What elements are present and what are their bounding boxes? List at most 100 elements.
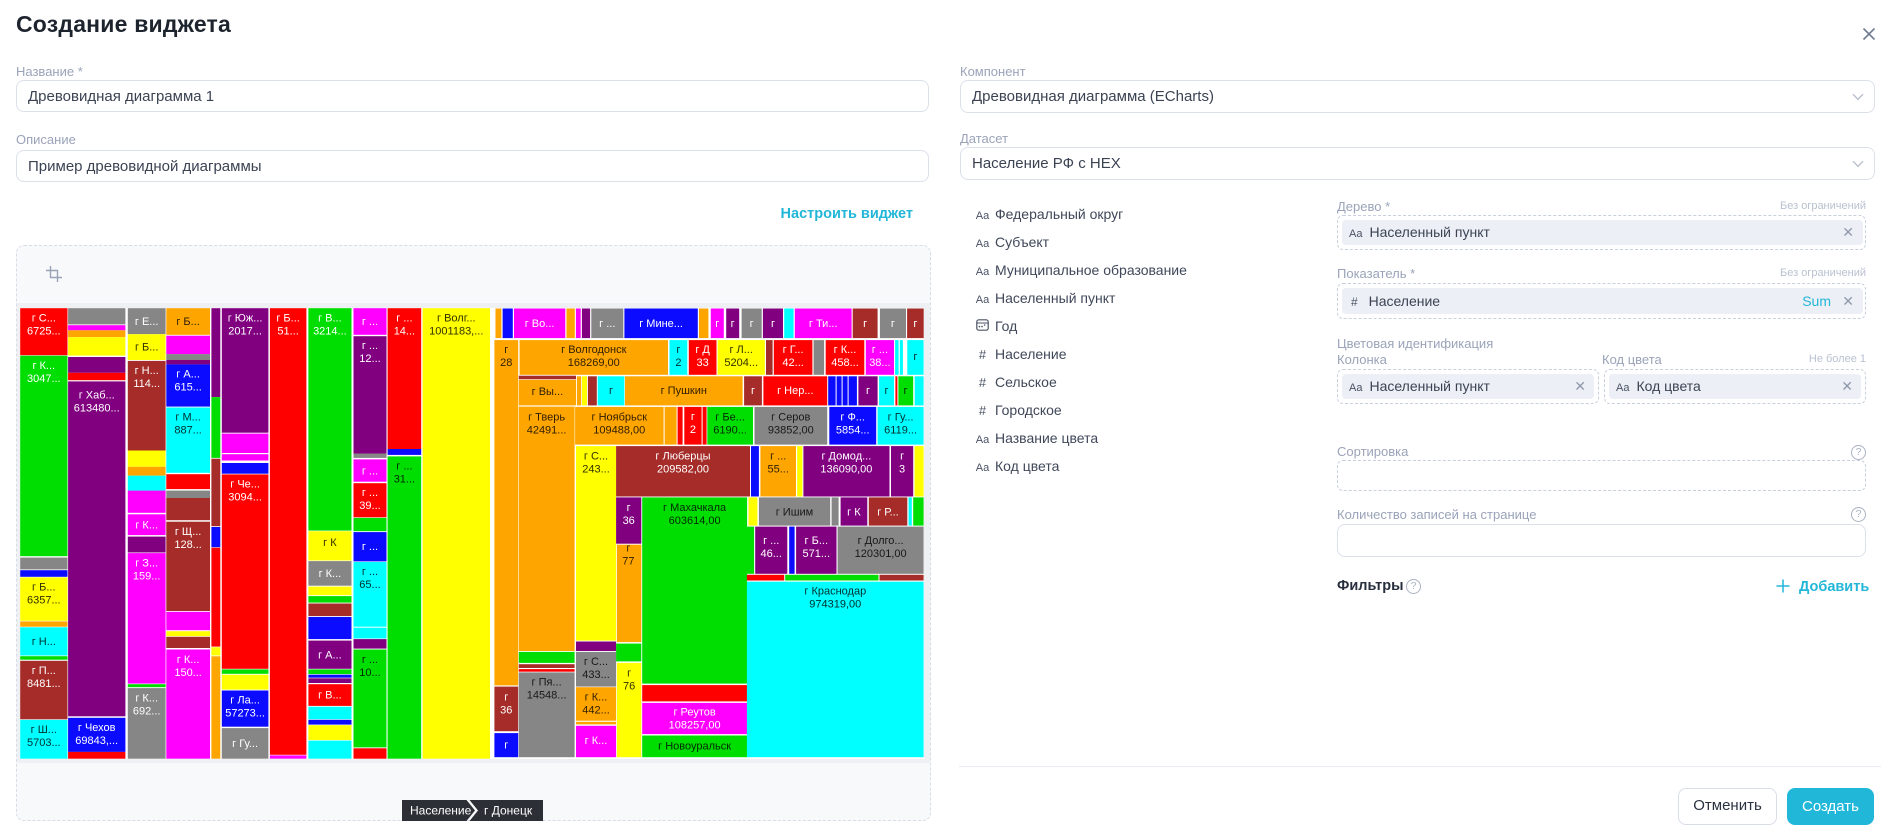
svg-text:159...: 159... — [133, 570, 161, 582]
svg-text:г Г...: г Г... — [783, 344, 804, 356]
svg-text:г Р...: г Р... — [878, 506, 900, 518]
svg-text:г Пушкин: г Пушкин — [661, 385, 707, 397]
svg-text:65...: 65... — [360, 579, 381, 591]
svg-text:г Ти...: г Ти... — [809, 318, 838, 330]
svg-text:г: г — [750, 318, 754, 330]
svg-text:г К...: г К... — [585, 735, 608, 747]
svg-text:5204...: 5204... — [725, 357, 759, 369]
svg-text:6725...: 6725... — [27, 325, 61, 337]
svg-text:г К...: г К... — [585, 691, 608, 703]
svg-text:г Юж...: г Юж... — [228, 312, 263, 324]
svg-text:г К...: г К... — [33, 360, 56, 372]
svg-text:76: 76 — [623, 680, 635, 692]
svg-text:г К...: г К... — [136, 519, 159, 531]
svg-text:243...: 243... — [583, 463, 611, 475]
svg-text:57273...: 57273... — [226, 707, 266, 719]
svg-text:г Б...: г Б... — [805, 535, 828, 547]
svg-text:93852,00: 93852,00 — [768, 424, 814, 436]
svg-text:433...: 433... — [583, 669, 611, 681]
svg-text:г Донецк: г Донецк — [484, 804, 533, 818]
svg-text:г: г — [914, 351, 918, 363]
svg-text:г: г — [863, 318, 867, 330]
svg-text:36: 36 — [501, 704, 513, 716]
svg-text:42...: 42... — [783, 357, 804, 369]
svg-text:150...: 150... — [175, 667, 203, 679]
svg-text:38...: 38... — [870, 357, 891, 369]
svg-text:3047...: 3047... — [27, 373, 61, 385]
svg-text:г В...: г В... — [319, 312, 343, 324]
svg-text:г Гу...: г Гу... — [888, 411, 914, 423]
svg-text:5854...: 5854... — [836, 424, 870, 436]
svg-text:г ...: г ... — [397, 460, 413, 472]
svg-text:г В...: г В... — [319, 689, 343, 701]
svg-text:г Е...: г Е... — [135, 316, 159, 328]
svg-text:г: г — [691, 411, 695, 423]
svg-text:г Чехов: г Чехов — [78, 722, 116, 734]
svg-text:г Б...: г Б... — [277, 312, 300, 324]
svg-text:168269,00: 168269,00 — [568, 357, 620, 369]
svg-text:г Вы...: г Вы... — [532, 386, 563, 398]
svg-text:г: г — [900, 450, 904, 462]
svg-text:109488,00: 109488,00 — [594, 424, 646, 436]
svg-text:г Б...: г Б... — [32, 581, 55, 593]
svg-text:3094...: 3094... — [229, 491, 263, 503]
svg-text:г ...: г ... — [362, 340, 378, 352]
svg-text:г Н...: г Н... — [135, 365, 159, 377]
svg-text:г Люберцы: г Люберцы — [656, 450, 711, 462]
svg-text:г: г — [627, 667, 631, 679]
svg-text:г Домод...: г Домод... — [822, 450, 872, 462]
svg-text:г Д: г Д — [696, 344, 711, 356]
svg-text:г Ф...: г Ф... — [841, 411, 866, 423]
svg-text:г ...: г ... — [362, 316, 378, 328]
svg-text:г К...: г К... — [834, 344, 857, 356]
svg-text:10...: 10... — [360, 667, 381, 679]
svg-text:г Бе...: г Бе... — [716, 411, 746, 423]
svg-text:г К...: г К... — [136, 692, 159, 704]
svg-text:г Ла...: г Ла... — [231, 694, 261, 706]
svg-text:г С...: г С... — [32, 312, 56, 324]
svg-text:3: 3 — [899, 463, 905, 475]
svg-text:г: г — [716, 318, 720, 330]
svg-text:г Нер...: г Нер... — [777, 385, 813, 397]
svg-text:603614,00: 603614,00 — [669, 515, 721, 527]
svg-text:г ...: г ... — [763, 535, 779, 547]
svg-text:г Краснодар: г Краснодар — [805, 585, 867, 597]
svg-text:г Долго...: г Долго... — [858, 535, 904, 547]
svg-text:г: г — [914, 318, 918, 330]
svg-text:г Во...: г Во... — [525, 318, 555, 330]
svg-text:г Ноябрьск: г Ноябрьск — [592, 411, 648, 423]
svg-text:г Щ...: г Щ... — [175, 526, 202, 538]
svg-text:г Мине...: г Мине... — [640, 318, 684, 330]
svg-text:г: г — [904, 385, 908, 397]
svg-text:г ...: г ... — [362, 487, 378, 499]
svg-text:Население: Население — [410, 804, 472, 818]
svg-text:51...: 51... — [278, 325, 299, 337]
svg-text:2: 2 — [676, 357, 682, 369]
svg-text:г Н...: г Н... — [32, 636, 56, 648]
svg-text:458...: 458... — [832, 357, 860, 369]
svg-text:г С...: г С... — [584, 450, 608, 462]
svg-text:77: 77 — [623, 555, 635, 567]
svg-text:г Реутов: г Реутов — [674, 706, 716, 718]
svg-text:г ...: г ... — [872, 344, 888, 356]
svg-text:г Ш...: г Ш... — [31, 724, 57, 736]
svg-text:2017...: 2017... — [229, 325, 263, 337]
svg-text:г: г — [505, 739, 509, 751]
svg-text:136090,00: 136090,00 — [821, 463, 873, 475]
svg-text:1001183,...: 1001183,... — [430, 325, 484, 337]
svg-text:г: г — [885, 385, 889, 397]
svg-text:36: 36 — [623, 515, 635, 527]
svg-text:г Ишим: г Ишим — [776, 506, 814, 518]
svg-text:г: г — [627, 542, 631, 554]
svg-text:128...: 128... — [175, 539, 203, 551]
svg-text:114...: 114... — [134, 378, 161, 390]
svg-text:г К: г К — [848, 506, 862, 518]
svg-text:6190...: 6190... — [714, 424, 748, 436]
svg-text:42491...: 42491... — [527, 424, 567, 436]
svg-text:г ...: г ... — [600, 318, 616, 330]
svg-text:12...: 12... — [360, 353, 381, 365]
svg-text:39...: 39... — [360, 500, 381, 512]
svg-text:г ...: г ... — [362, 541, 378, 553]
svg-text:г З...: г З... — [136, 557, 159, 569]
svg-text:г ...: г ... — [770, 450, 786, 462]
